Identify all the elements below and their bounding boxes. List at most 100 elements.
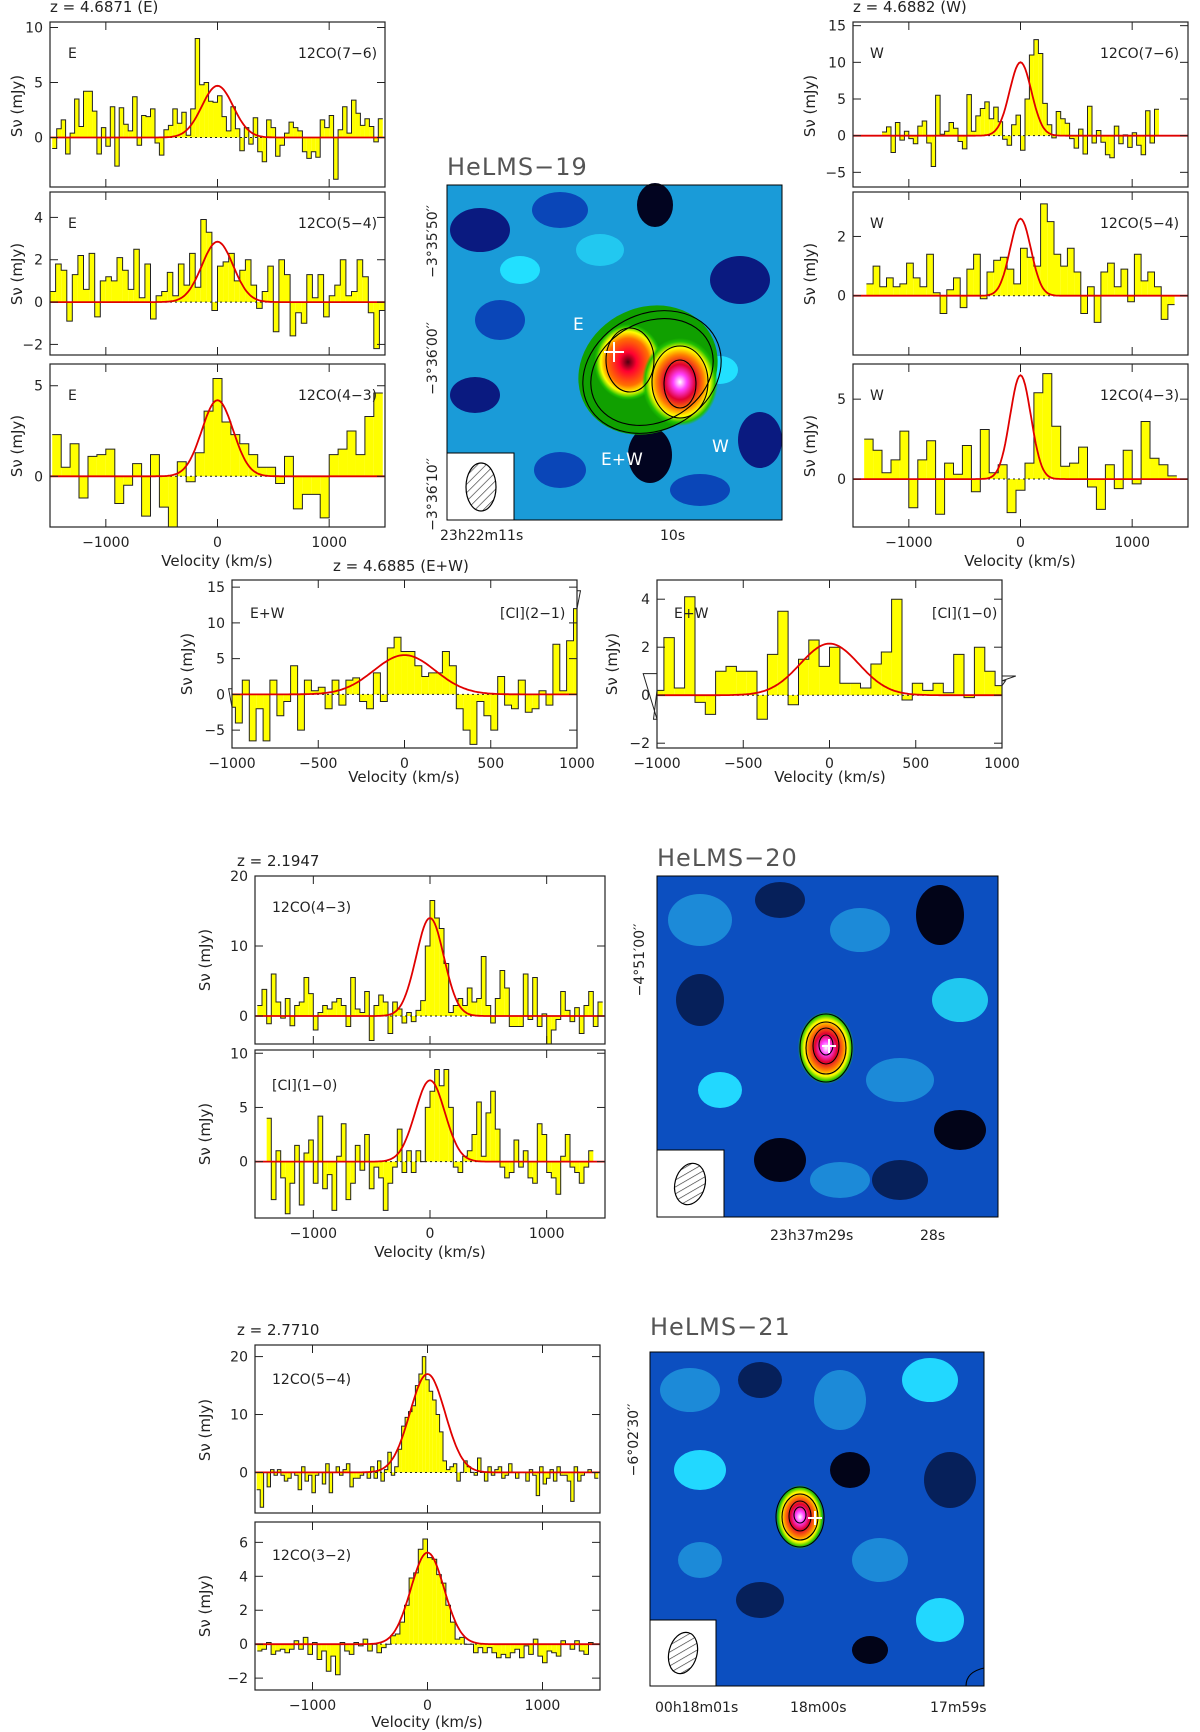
line-label: 12CO(4−3)	[298, 388, 377, 404]
spectrum-bar	[487, 1644, 492, 1648]
y-tick-label: 0	[239, 1155, 248, 1171]
spectrum-bar	[570, 1472, 575, 1502]
spectrum-bar	[1114, 286, 1121, 296]
y-axis-label: Sν (mJy)	[801, 415, 819, 477]
spectrum-bar	[239, 137, 245, 151]
spectrum-bar	[510, 1644, 515, 1653]
spectrum-bar	[1069, 463, 1079, 480]
spectrum-bar	[577, 1472, 582, 1482]
y-axis-label: Sν (mJy)	[801, 243, 819, 305]
spectrum-bar	[177, 461, 187, 477]
spectrum-bar	[886, 126, 891, 136]
spectrum-bar	[926, 440, 936, 480]
y-tick-label: 0	[837, 129, 846, 145]
spectrum-bar	[303, 1637, 308, 1645]
spectrum-layer: −1000 0 1000 0 5 10	[230, 1046, 606, 1242]
spectrum-bar	[565, 1010, 570, 1016]
spectrum-bar	[195, 452, 205, 477]
spectrum-bar	[87, 91, 93, 138]
spectrum-bar	[536, 1472, 540, 1496]
spectrum-bar	[117, 257, 123, 303]
spectrum-bar	[514, 1139, 519, 1162]
x-tick-label: 0	[825, 756, 834, 772]
map-noise-pattern	[450, 183, 782, 506]
spectrum-bar	[504, 1161, 510, 1178]
y-tick-label: 2	[34, 253, 43, 269]
spectrum-bar	[441, 1583, 446, 1645]
spectrum-bar	[537, 1644, 543, 1657]
spectrum-outline	[256, 1356, 599, 1508]
spectrum-bar	[324, 127, 330, 138]
spectrum-bar	[280, 1644, 285, 1650]
spectrum-bar	[449, 1466, 454, 1473]
spectrum-bar	[364, 416, 374, 477]
spectrum-bar	[1020, 248, 1028, 296]
gaussian-fit	[657, 642, 1002, 697]
emission-peak-W	[642, 338, 718, 426]
spectrum-bar	[715, 671, 726, 696]
spectrum-bar	[235, 128, 240, 138]
spectrum-bar	[777, 611, 789, 696]
spectrum-bar	[350, 1161, 356, 1184]
z-label-h21: z = 2.7710	[237, 1321, 319, 1339]
y-axis-label: Sν (mJy)	[178, 633, 196, 695]
spectrum-bar	[746, 671, 758, 696]
region-label: E	[68, 388, 77, 404]
spectrum-bar	[445, 1605, 451, 1645]
y-tick-label: 5	[34, 76, 43, 92]
spectrum-bar	[329, 115, 334, 138]
spectrum-bar	[588, 1150, 594, 1162]
spectrum-bar	[217, 95, 222, 138]
map-helms21	[649, 1351, 985, 1687]
spectrum-bar	[384, 1469, 388, 1473]
spectrum-bar	[1141, 421, 1151, 480]
spectrum-bar	[463, 694, 471, 731]
ra-tick: 18m00s	[790, 1700, 847, 1716]
spectrum-bar	[362, 276, 369, 303]
spectrum-bar	[694, 695, 706, 703]
spectrum-bar	[351, 100, 356, 138]
spectrum-bar	[294, 1640, 299, 1645]
spectrum-bar	[336, 1156, 342, 1162]
spectrum-layer: −1000 0 1000 −2 0 2 4 6	[227, 1521, 601, 1714]
spectrum-bar	[971, 479, 981, 492]
spectrum-bar	[953, 128, 958, 136]
spectrum-bar	[342, 1469, 347, 1473]
spectrum-bar	[504, 694, 512, 706]
ra-tick: 17m59s	[930, 1700, 987, 1716]
spectrum-bar	[444, 963, 449, 1016]
x-tick-label: −1000	[885, 535, 932, 551]
spectrum-bar	[980, 295, 987, 299]
spectrum-bar	[989, 118, 994, 136]
spectrum-bar	[368, 302, 374, 313]
spectrum-bar	[299, 1161, 304, 1205]
map-noise-pattern	[660, 1358, 976, 1664]
y-tick-label: 0	[34, 131, 43, 147]
spectrum-bar	[256, 302, 263, 309]
spectrum-bar	[966, 94, 972, 136]
spectrum-bar	[244, 127, 249, 138]
spectrum-bar	[1114, 479, 1124, 489]
spectrum-bar	[545, 694, 553, 706]
spectrum-bar	[144, 263, 151, 303]
spectrum-bar	[960, 295, 967, 308]
spectrum-bar	[448, 1012, 454, 1016]
spectrum-bar	[381, 1644, 387, 1648]
spectrum-bar	[380, 694, 388, 702]
spectrum-bar	[139, 297, 145, 303]
spectrum-bar	[966, 269, 974, 296]
spectrum-bar	[998, 464, 1008, 480]
spectrum-bar	[251, 285, 257, 303]
spectrum-bar	[413, 1572, 419, 1645]
panel-h19-W-co54: 02 W 12CO(5−4) Sν (mJy)	[801, 191, 1189, 356]
y-axis-label: Sν (mJy)	[196, 1103, 214, 1165]
y-tick-label: 10	[207, 616, 225, 632]
spectrum-bar	[61, 467, 71, 477]
x-tick-label: 1000	[529, 1226, 565, 1242]
spectrum-bar	[850, 683, 861, 696]
spectrum-bar	[926, 254, 934, 296]
spectrum-bar	[594, 1472, 599, 1479]
spectrum-bar	[474, 1472, 478, 1476]
spectrum-bar	[276, 1150, 281, 1162]
y-axis-label: Sν (mJy)	[196, 1399, 214, 1461]
